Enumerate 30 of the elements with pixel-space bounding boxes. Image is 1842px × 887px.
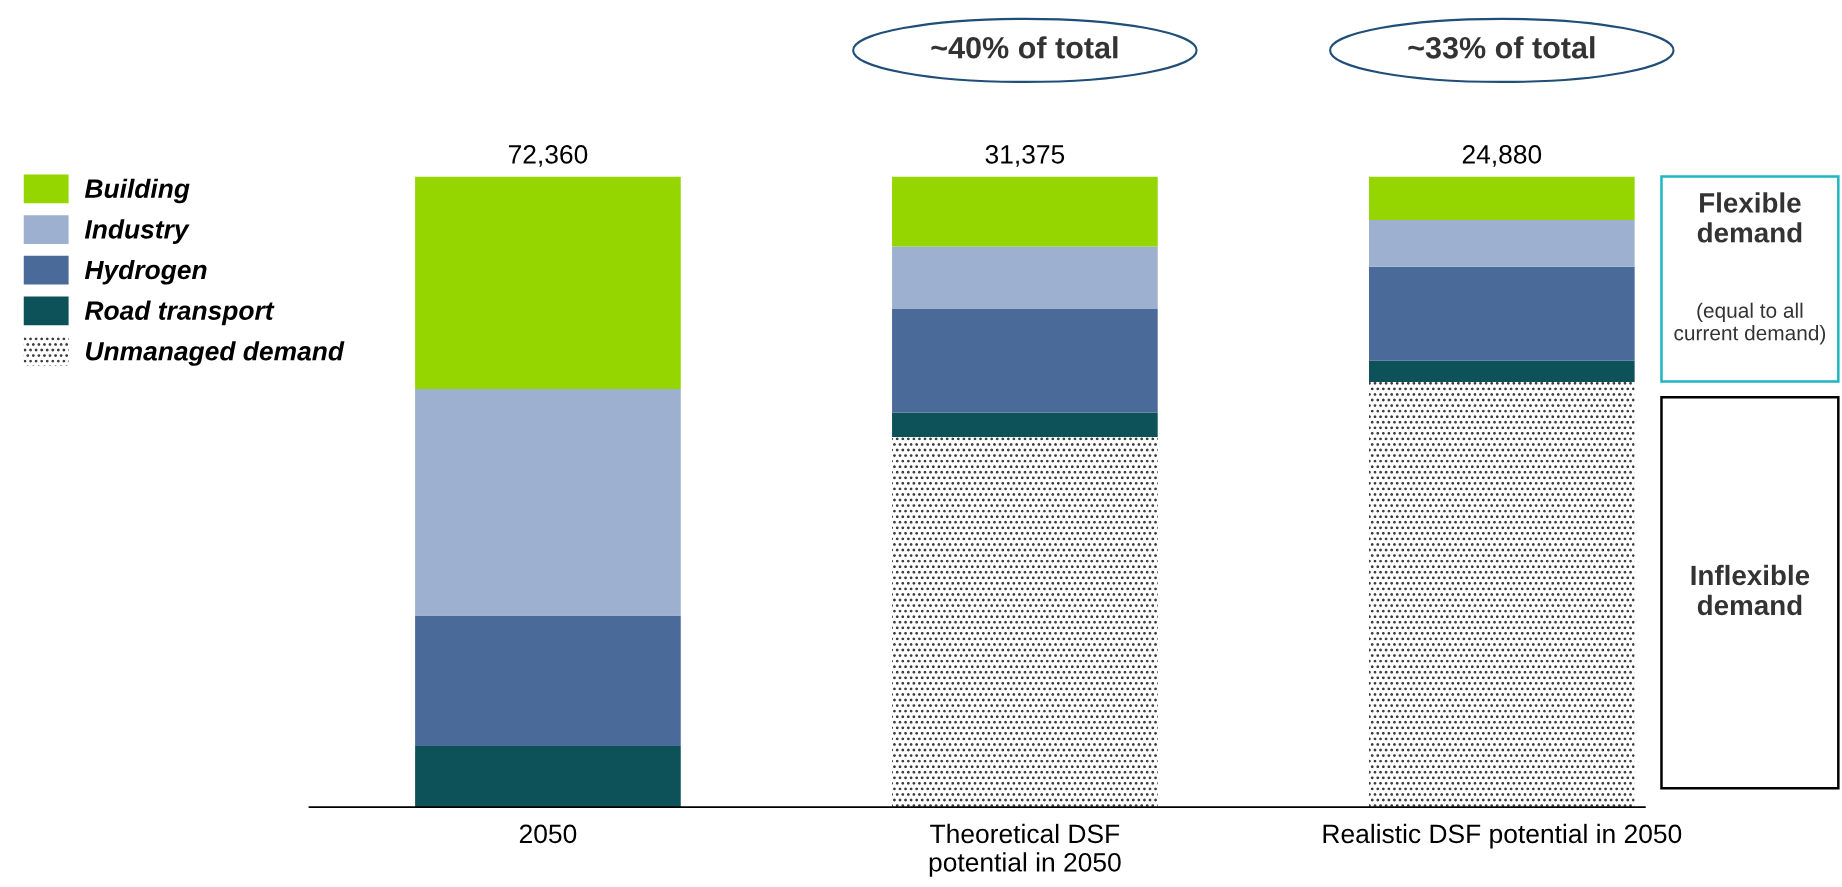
bar <box>1368 360 1635 383</box>
legend-label: Hydrogen <box>84 259 207 285</box>
text: Flexible demand <box>1697 192 1802 243</box>
annotation: 72,360 <box>508 145 588 167</box>
annotation: 24,880 <box>1462 145 1542 167</box>
bar <box>1368 220 1635 267</box>
legend-label: Unmanaged demand <box>85 341 345 366</box>
bar <box>892 412 1158 437</box>
annotation: 31,375 <box>985 145 1065 167</box>
bar <box>892 246 1158 309</box>
text: (equal to all current demand) <box>1674 302 1826 345</box>
x-tick-label: Realistic DSF potential in 2050 <box>1323 823 1682 849</box>
bar <box>892 308 1158 413</box>
text: ~40% of total <box>931 36 1118 59</box>
bar <box>1368 176 1635 221</box>
bar <box>415 615 681 746</box>
bar <box>1368 266 1635 361</box>
x-tick-label: Theoretical DSF potential in 2050 <box>929 823 1121 877</box>
x-tick-label: 2050 <box>519 824 577 844</box>
bar <box>415 176 681 390</box>
bar <box>415 389 681 616</box>
text: Inflexible demand <box>1691 564 1810 616</box>
bar <box>892 176 1158 247</box>
bar <box>415 746 681 808</box>
text: ~33% of total <box>1408 36 1595 59</box>
bar <box>1368 382 1635 808</box>
legend-label: Building <box>84 178 190 204</box>
legend-label: Road transport <box>84 300 275 326</box>
legend-label: Industry <box>84 219 190 244</box>
bar <box>892 436 1158 808</box>
